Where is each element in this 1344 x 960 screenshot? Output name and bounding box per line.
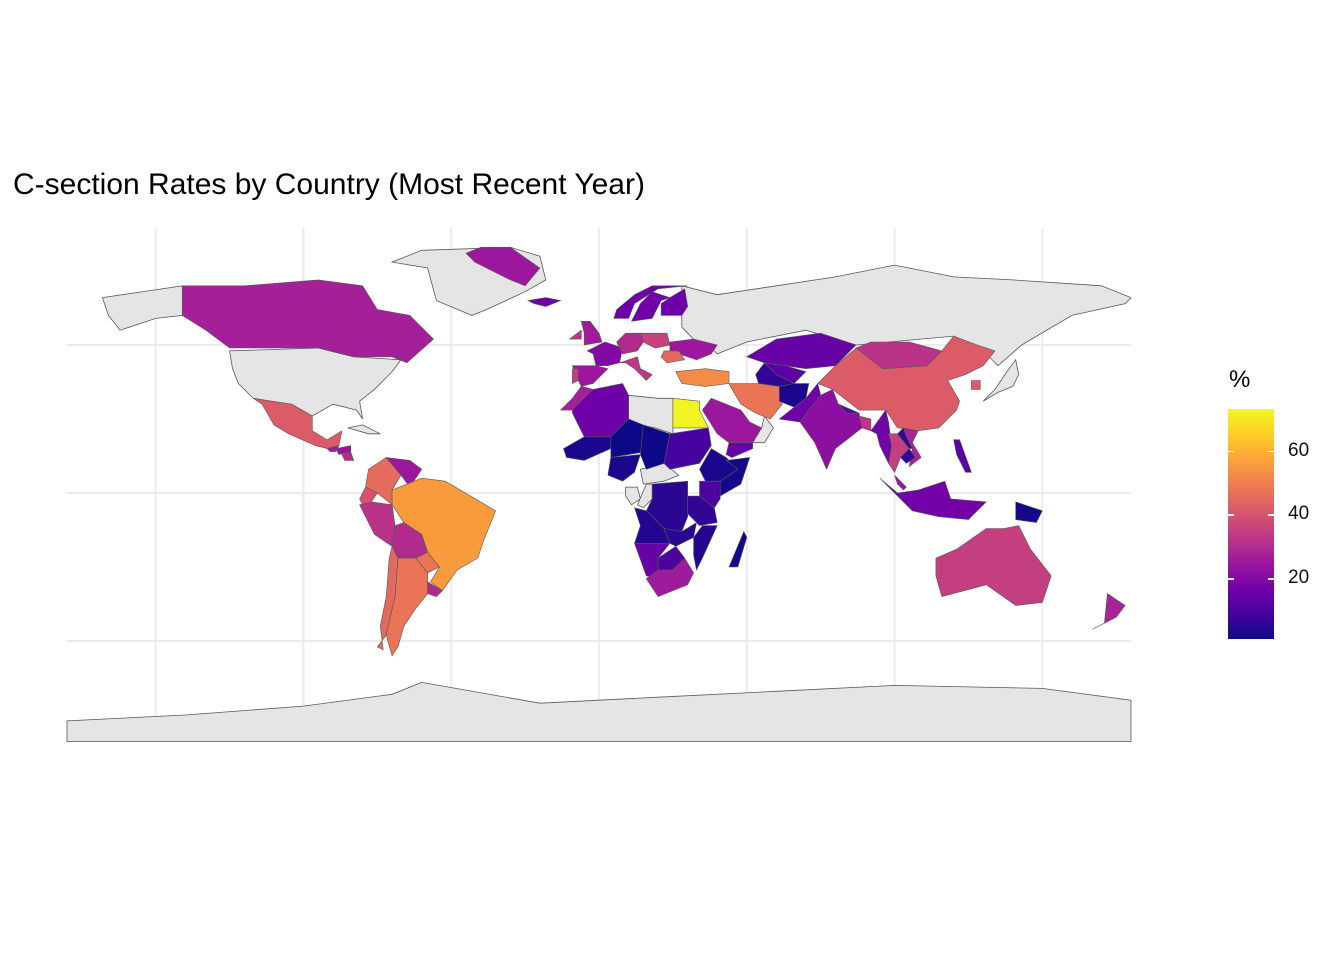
country-indonesia: Indonesia: 17	[879, 477, 987, 520]
legend-tick-label: 20	[1288, 567, 1310, 589]
country-philippines: Philippines: 13	[953, 439, 972, 473]
country-nicaragua: Nicaragua: 30	[341, 451, 355, 461]
country-nigeria: Nigeria: 3	[607, 454, 641, 482]
country-cuba-no-data	[347, 424, 381, 435]
country-shapes: Canada: 27Mexico: 42Guatemala: 26Hondura…	[182, 247, 1126, 657]
country-italy: Italy: 33	[619, 356, 653, 381]
country-nepal: Nepal: 10	[838, 403, 860, 414]
country-sweden: Sweden: 17	[630, 291, 671, 322]
legend-tick	[1268, 450, 1274, 453]
legend-title: %	[1229, 366, 1251, 393]
country-mali: Mali: 3	[563, 436, 612, 461]
country-antarctica-no-data	[66, 681, 1132, 742]
country-portugal: Portugal: 35	[572, 368, 579, 384]
legend-tick-label: 60	[1288, 439, 1310, 461]
country-gabon-no-data	[625, 486, 641, 506]
country-iceland: Iceland: 15	[527, 297, 562, 307]
country-saudi-arabia: Saudi Arabia: 25	[702, 397, 763, 443]
country-kenya: Kenya: 10	[699, 480, 721, 509]
country-venezuela: Venezuela: 25	[385, 457, 423, 488]
legend-tick	[1228, 514, 1234, 516]
country-egypt: Egypt: 72	[672, 397, 709, 429]
country-norway: Norway: 16	[613, 285, 688, 319]
country-laos: Laos: 6	[897, 427, 913, 449]
country-south-africa: South Africa: 26	[645, 557, 694, 597]
country-ecuador: Ecuador: 40	[359, 486, 378, 506]
no-data-land	[66, 246, 1132, 742]
legend-tick	[1268, 578, 1274, 580]
country-turkey: Turkey: 53	[675, 368, 730, 387]
country-paraguay: Paraguay: 48	[415, 551, 440, 574]
country-mexico: Mexico: 42	[253, 398, 343, 449]
country-cambodia: Cambodia: 6	[900, 448, 916, 464]
country-chad: Chad: 1	[640, 424, 671, 470]
legend-tick	[1228, 450, 1234, 453]
legend-tick	[1228, 578, 1234, 580]
country-united-kingdom: United Kingdom: 26	[580, 321, 603, 346]
country-uruguay: Uruguay: 30	[427, 581, 443, 597]
country-greenland: Greenland: 25	[465, 247, 541, 287]
chart-title: C-section Rates by Country (Most Recent …	[13, 168, 645, 201]
country-romania: Romania: 45	[660, 350, 686, 364]
country-poland: Poland: 36	[639, 332, 671, 349]
country-russia-no-data	[681, 264, 1132, 367]
country-guatemala: Guatemala: 26	[326, 445, 340, 452]
country-south-korea: South Korea: 42	[971, 380, 981, 390]
country-new-zealand: New Zealand: 28	[1092, 593, 1126, 630]
country-madagascar: Madagascar: 2	[728, 530, 748, 568]
country-mozambique: Mozambique: 4	[693, 525, 718, 571]
country-malaysia: Malaysia: 25	[894, 474, 907, 491]
country-japan-no-data	[982, 358, 1020, 402]
country-finland: Finland: 16	[660, 288, 689, 316]
country-france: France: 20	[586, 341, 623, 366]
legend-tick-label: 40	[1288, 503, 1310, 525]
legend-tick	[1268, 514, 1274, 516]
country-mongolia: Mongolia: 32	[855, 341, 943, 370]
country-canada: Canada: 27	[182, 279, 434, 364]
country-peru: Peru: 32	[359, 501, 396, 547]
country-australia: Australia: 35	[935, 525, 1052, 606]
country-yemen: Yemen: 15	[725, 442, 753, 458]
country-ireland: Ireland: 33	[568, 329, 582, 340]
country-papua-new-guinea: Papua New Guinea: 2	[1015, 501, 1043, 523]
legend-colorbar	[1228, 409, 1274, 639]
country-spain: Spain: 25	[571, 365, 609, 387]
country-alaska-no-data	[101, 285, 183, 331]
country-united-states-no-data	[229, 347, 402, 420]
country-myanmar: Myanmar: 17	[870, 409, 892, 465]
country-sudan: Sudan: 9	[663, 427, 712, 470]
